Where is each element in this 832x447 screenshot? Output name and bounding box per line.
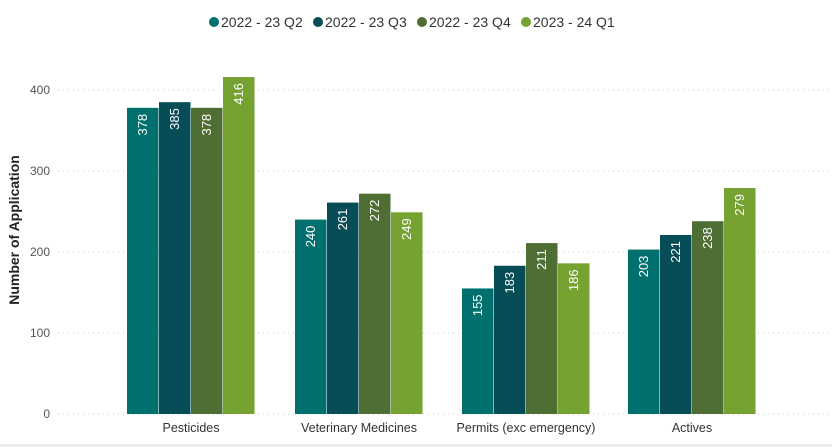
- data-label: 240: [303, 226, 318, 248]
- bar[interactable]: [391, 212, 423, 414]
- bar[interactable]: [462, 288, 494, 414]
- legend-marker-icon: [521, 17, 531, 27]
- bar[interactable]: [327, 202, 359, 414]
- legend-item[interactable]: 2022 - 23 Q3: [313, 14, 407, 30]
- legend-item[interactable]: 2022 - 23 Q4: [417, 14, 511, 30]
- bar[interactable]: [191, 107, 223, 414]
- data-label: 378: [199, 114, 214, 136]
- bar[interactable]: [692, 221, 724, 414]
- bars: 378 385 378 416 240 261 272 249 155 183 211 186 203 2…: [127, 77, 756, 415]
- bar[interactable]: [724, 188, 756, 414]
- data-label: 378: [135, 114, 150, 136]
- legend-marker-icon: [313, 17, 323, 27]
- data-label: 186: [566, 269, 581, 291]
- bar[interactable]: [295, 219, 327, 414]
- bar[interactable]: [127, 107, 159, 414]
- x-tick-label: Permits (exc emergency): [457, 421, 596, 435]
- legend: 2022 - 23 Q2 2022 - 23 Q3 2022 - 23 Q4 2023…: [209, 14, 615, 30]
- category-labels: Pesticides Veterinary Medicines Permits (e…: [163, 421, 713, 435]
- data-label: 279: [732, 194, 747, 216]
- data-label: 385: [167, 108, 182, 130]
- data-label: 238: [700, 227, 715, 249]
- bar[interactable]: [494, 265, 526, 414]
- x-tick-label: Pesticides: [163, 421, 220, 435]
- data-label: 272: [367, 200, 382, 222]
- bar[interactable]: [526, 243, 558, 414]
- data-label: 155: [470, 294, 485, 316]
- y-tick-label: 0: [43, 407, 50, 421]
- y-tick-label: 100: [30, 326, 50, 340]
- legend-label: 2022 - 23 Q4: [429, 14, 511, 30]
- legend-marker-icon: [417, 17, 427, 27]
- bar[interactable]: [359, 193, 391, 414]
- y-tick-label: 300: [30, 164, 50, 178]
- y-tick-label: 200: [30, 245, 50, 259]
- data-label: 261: [335, 209, 350, 231]
- data-label: 416: [231, 83, 246, 105]
- legend-label: 2022 - 23 Q3: [325, 14, 407, 30]
- data-label: 249: [399, 218, 414, 240]
- legend-label: 2022 - 23 Q2: [221, 14, 303, 30]
- x-tick-label: Actives: [672, 421, 712, 435]
- y-tick-label: 400: [30, 83, 50, 97]
- legend-marker-icon: [209, 17, 219, 27]
- bar[interactable]: [223, 77, 255, 414]
- legend-item[interactable]: 2023 - 24 Q1: [521, 14, 615, 30]
- bar[interactable]: [628, 249, 660, 414]
- data-label: 221: [668, 241, 683, 263]
- data-label: 211: [534, 249, 549, 270]
- x-tick-label: Veterinary Medicines: [301, 421, 417, 435]
- legend-item[interactable]: 2022 - 23 Q2: [209, 14, 303, 30]
- data-label: 183: [502, 272, 517, 294]
- data-label: 203: [636, 256, 651, 278]
- legend-label: 2023 - 24 Q1: [533, 14, 615, 30]
- bar[interactable]: [558, 263, 590, 414]
- bar[interactable]: [660, 234, 692, 414]
- bar[interactable]: [159, 102, 191, 415]
- y-axis-title: Number of Application: [6, 155, 22, 305]
- bottom-border: [0, 444, 832, 447]
